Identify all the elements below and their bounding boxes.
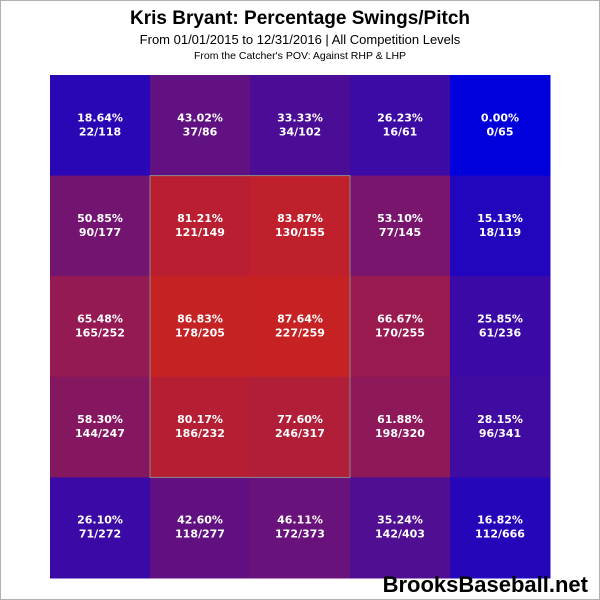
heatmap-cell-r0-c4 — [450, 75, 551, 177]
cell-ratio-label: 142/403 — [375, 528, 425, 541]
cell-percent-label: 25.85% — [477, 313, 523, 326]
cell-percent-label: 26.10% — [77, 514, 123, 527]
cell-ratio-label: 18/119 — [479, 226, 521, 239]
cell-percent-label: 87.64% — [277, 313, 323, 326]
cell-percent-label: 83.87% — [277, 212, 323, 225]
cell-ratio-label: 16/61 — [383, 125, 418, 138]
heatmap-cell-r3-c2 — [250, 376, 351, 478]
cell-percent-label: 80.17% — [177, 413, 223, 426]
cell-percent-label: 77.60% — [277, 413, 323, 426]
cell-percent-label: 46.11% — [277, 514, 323, 527]
cell-percent-label: 50.85% — [77, 212, 123, 225]
cell-ratio-label: 178/205 — [175, 327, 225, 340]
cell-ratio-label: 165/252 — [75, 327, 125, 340]
heatmap-cell-r2-c0 — [50, 276, 151, 378]
heatmap-cell-r2-c4 — [450, 276, 551, 378]
heatmap-cell-r0-c1 — [150, 75, 251, 177]
cell-ratio-label: 90/177 — [79, 226, 121, 239]
heatmap-cell-r1-c0 — [50, 175, 151, 277]
cell-ratio-label: 96/341 — [479, 427, 521, 440]
cell-percent-label: 35.24% — [377, 514, 423, 527]
cell-percent-label: 65.48% — [77, 313, 123, 326]
cell-percent-label: 66.67% — [377, 313, 423, 326]
cell-ratio-label: 77/145 — [379, 226, 421, 239]
heatmap-cell-r3-c0 — [50, 376, 151, 478]
cell-ratio-label: 37/86 — [183, 125, 218, 138]
heatmap-cell-r4-c3 — [350, 477, 451, 579]
cell-percent-label: 53.10% — [377, 212, 423, 225]
heatmap-cell-r3-c1 — [150, 376, 251, 478]
heatmap-cell-r3-c4 — [450, 376, 551, 478]
cell-ratio-label: 246/317 — [275, 427, 325, 440]
cell-percent-label: 33.33% — [277, 111, 323, 124]
heatmap-cell-r3-c3 — [350, 376, 451, 478]
cell-ratio-label: 130/155 — [275, 226, 325, 239]
heatmap-cell-r1-c3 — [350, 175, 451, 277]
cell-ratio-label: 227/259 — [275, 327, 325, 340]
cell-ratio-label: 118/277 — [175, 528, 225, 541]
cell-ratio-label: 172/373 — [275, 528, 325, 541]
cell-percent-label: 26.23% — [377, 111, 423, 124]
heatmap-cell-r1-c2 — [250, 175, 351, 277]
strike-zone-outline — [149, 175, 351, 478]
cell-ratio-label: 144/247 — [75, 427, 125, 440]
cell-ratio-label: 198/320 — [375, 427, 425, 440]
cell-percent-label: 16.82% — [477, 514, 523, 527]
heatmap-cell-r4-c0 — [50, 477, 151, 579]
chart-title: Kris Bryant: Percentage Swings/Pitch — [130, 8, 470, 29]
heatmap-cell-r2-c1 — [150, 276, 251, 378]
heatmap-cell-r0-c2 — [250, 75, 351, 177]
cell-ratio-label: 121/149 — [175, 226, 225, 239]
cell-percent-label: 86.83% — [177, 313, 223, 326]
cell-ratio-label: 170/255 — [375, 327, 425, 340]
heatmap-cell-r4-c4 — [450, 477, 551, 579]
cell-ratio-label: 112/666 — [475, 528, 525, 541]
chart-subtitle-pov: From the Catcher's POV: Against RHP & LH… — [193, 50, 407, 62]
cell-percent-label: 43.02% — [177, 111, 223, 124]
cell-percent-label: 81.21% — [177, 212, 223, 225]
heatmap-cell-r1-c4 — [450, 175, 551, 277]
cell-percent-label: 42.60% — [177, 514, 223, 527]
heatmap-cell-r4-c2 — [250, 477, 351, 579]
heatmap-cell-r1-c1 — [150, 175, 251, 277]
heatmap-cell-r4-c1 — [150, 477, 251, 579]
cell-percent-label: 15.13% — [477, 212, 523, 225]
cell-ratio-label: 0/65 — [487, 125, 514, 138]
cell-percent-label: 58.30% — [77, 413, 123, 426]
heatmap-cell-r2-c2 — [250, 276, 351, 378]
cell-percent-label: 0.00% — [481, 111, 519, 124]
heatmap-cell-r2-c3 — [350, 276, 451, 378]
heatmap-cell-r0-c0 — [50, 75, 151, 177]
chart-subtitle: From 01/01/2015 to 12/31/2016 | All Comp… — [139, 32, 461, 47]
cell-percent-label: 18.64% — [77, 111, 123, 124]
heatmap-cell-r0-c3 — [350, 75, 451, 177]
cell-ratio-label: 22/118 — [79, 125, 121, 138]
cell-percent-label: 61.88% — [377, 413, 423, 426]
cell-ratio-label: 186/232 — [175, 427, 225, 440]
cell-ratio-label: 61/236 — [479, 327, 522, 340]
cell-ratio-label: 71/272 — [79, 528, 121, 541]
cell-percent-label: 28.15% — [477, 413, 523, 426]
cell-ratio-label: 34/102 — [279, 125, 321, 138]
brand-logo: BrooksBaseball.net — [382, 572, 588, 597]
